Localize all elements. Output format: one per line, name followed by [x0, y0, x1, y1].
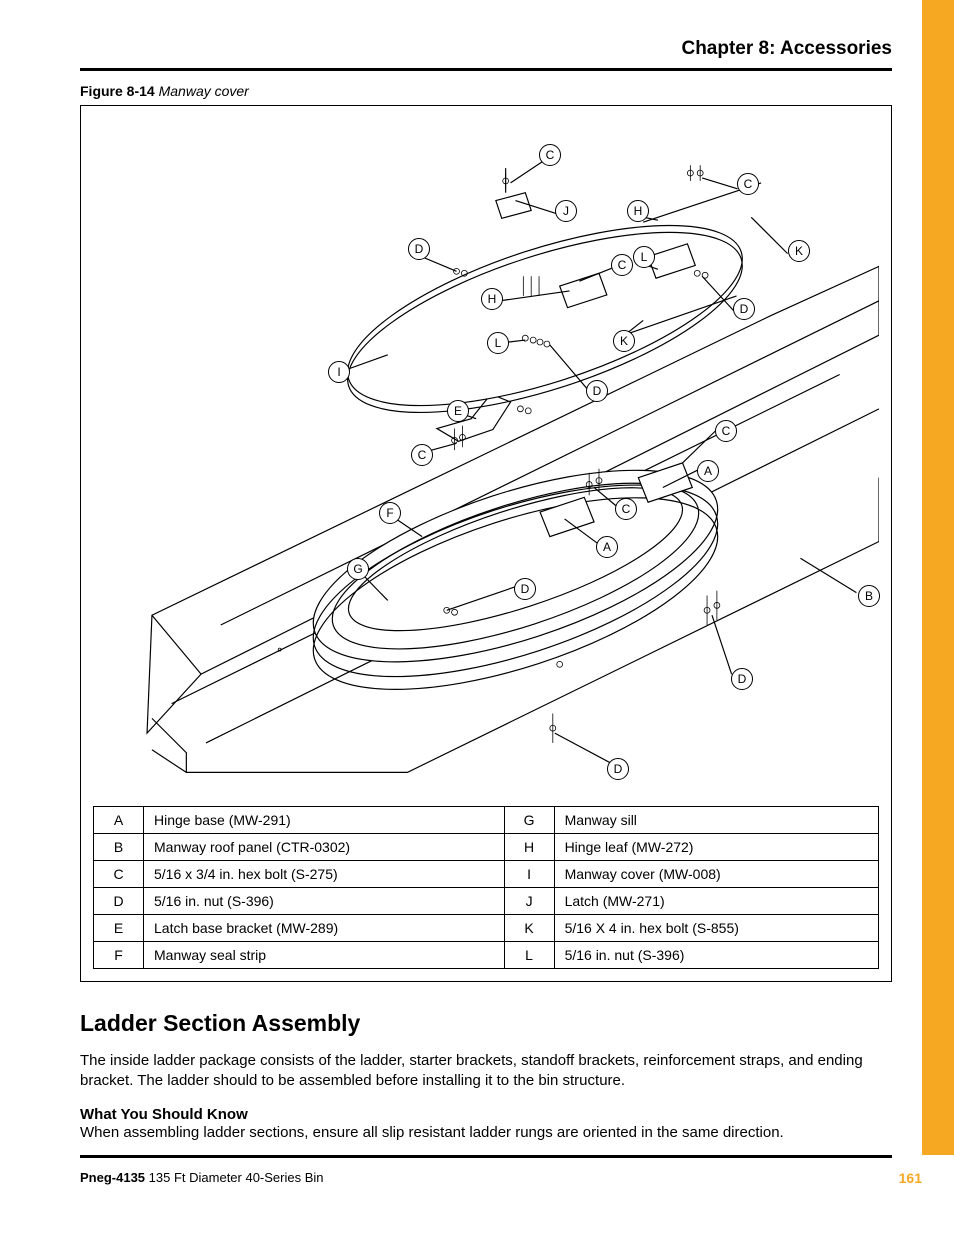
diagram-callout: B — [858, 585, 880, 607]
page-footer: Pneg-4135 135 Ft Diameter 40-Series Bin … — [80, 1170, 922, 1186]
part-key: G — [504, 807, 554, 834]
table-row: BManway roof panel (CTR-0302)HHinge leaf… — [94, 834, 879, 861]
diagram-svg — [93, 118, 879, 798]
part-desc: Manway seal strip — [144, 942, 505, 969]
part-key: I — [504, 861, 554, 888]
part-desc: Latch (MW-271) — [554, 888, 878, 915]
diagram-callout: D — [733, 298, 755, 320]
diagram-callout: H — [627, 200, 649, 222]
diagram-callout: A — [697, 460, 719, 482]
part-desc: 5/16 in. nut (S-396) — [554, 942, 878, 969]
diagram-callout: D — [514, 578, 536, 600]
diagram-callout: C — [411, 444, 433, 466]
part-desc: Hinge leaf (MW-272) — [554, 834, 878, 861]
diagram-callout: H — [481, 288, 503, 310]
part-desc: Manway cover (MW-008) — [554, 861, 878, 888]
part-key: C — [94, 861, 144, 888]
part-desc: Manway roof panel (CTR-0302) — [144, 834, 505, 861]
footer-doc: Pneg-4135 135 Ft Diameter 40-Series Bin — [80, 1170, 324, 1186]
diagram-callout: D — [607, 758, 629, 780]
accent-sidebar — [922, 0, 954, 1155]
diagram-callout: G — [347, 558, 369, 580]
diagram-callout: E — [447, 400, 469, 422]
part-desc: Latch base bracket (MW-289) — [144, 915, 505, 942]
diagram-callout: A — [596, 536, 618, 558]
body-paragraph: When assembling ladder sections, ensure … — [80, 1123, 892, 1143]
part-key: D — [94, 888, 144, 915]
diagram-callout: J — [555, 200, 577, 222]
body-paragraph: The inside ladder package consists of th… — [80, 1051, 892, 1092]
diagram-callout: C — [611, 254, 633, 276]
exploded-diagram: CJHCDCLKHDLKIDECCAFCAGDBDD — [93, 118, 879, 798]
table-row: C5/16 x 3/4 in. hex bolt (S-275)IManway … — [94, 861, 879, 888]
part-key: K — [504, 915, 554, 942]
diagram-callout: F — [379, 502, 401, 524]
table-row: AHinge base (MW-291)GManway sill — [94, 807, 879, 834]
part-desc: 5/16 x 3/4 in. hex bolt (S-275) — [144, 861, 505, 888]
chapter-heading: Chapter 8: Accessories — [80, 38, 892, 71]
section-heading: Ladder Section Assembly — [80, 1010, 892, 1037]
footer-rule — [80, 1155, 892, 1158]
footer-doctitle: 135 Ft Diameter 40-Series Bin — [145, 1170, 323, 1185]
footer-page-number: 161 — [899, 1170, 922, 1186]
diagram-callout: D — [731, 668, 753, 690]
parts-table-body: AHinge base (MW-291)GManway sillBManway … — [94, 807, 879, 969]
diagram-callout: D — [586, 380, 608, 402]
part-key: B — [94, 834, 144, 861]
diagram-callout: L — [633, 246, 655, 268]
part-desc: 5/16 in. nut (S-396) — [144, 888, 505, 915]
part-key: J — [504, 888, 554, 915]
sub-heading: What You Should Know — [80, 1106, 892, 1123]
diagram-callout: K — [613, 330, 635, 352]
page-content: Chapter 8: Accessories Figure 8-14 Manwa… — [0, 0, 922, 1157]
figure-box: CJHCDCLKHDLKIDECCAFCAGDBDD AHinge base (… — [80, 105, 892, 982]
table-row: ELatch base bracket (MW-289)K5/16 X 4 in… — [94, 915, 879, 942]
part-key: H — [504, 834, 554, 861]
diagram-callout: C — [539, 144, 561, 166]
table-row: FManway seal stripL5/16 in. nut (S-396) — [94, 942, 879, 969]
footer-docnum: Pneg-4135 — [80, 1170, 145, 1185]
part-key: E — [94, 915, 144, 942]
figure-title: Manway cover — [159, 83, 249, 99]
diagram-callout: C — [737, 173, 759, 195]
part-desc: 5/16 X 4 in. hex bolt (S-855) — [554, 915, 878, 942]
figure-caption: Figure 8-14 Manway cover — [80, 83, 892, 99]
part-desc: Manway sill — [554, 807, 878, 834]
part-key: A — [94, 807, 144, 834]
part-desc: Hinge base (MW-291) — [144, 807, 505, 834]
part-key: L — [504, 942, 554, 969]
diagram-callout: K — [788, 240, 810, 262]
part-key: F — [94, 942, 144, 969]
diagram-callout: I — [328, 361, 350, 383]
figure-number: Figure 8-14 — [80, 83, 155, 99]
diagram-callout: C — [615, 498, 637, 520]
diagram-callout: D — [408, 238, 430, 260]
diagram-callout: L — [487, 332, 509, 354]
parts-table: AHinge base (MW-291)GManway sillBManway … — [93, 806, 879, 969]
diagram-callout: C — [715, 420, 737, 442]
table-row: D5/16 in. nut (S-396)JLatch (MW-271) — [94, 888, 879, 915]
